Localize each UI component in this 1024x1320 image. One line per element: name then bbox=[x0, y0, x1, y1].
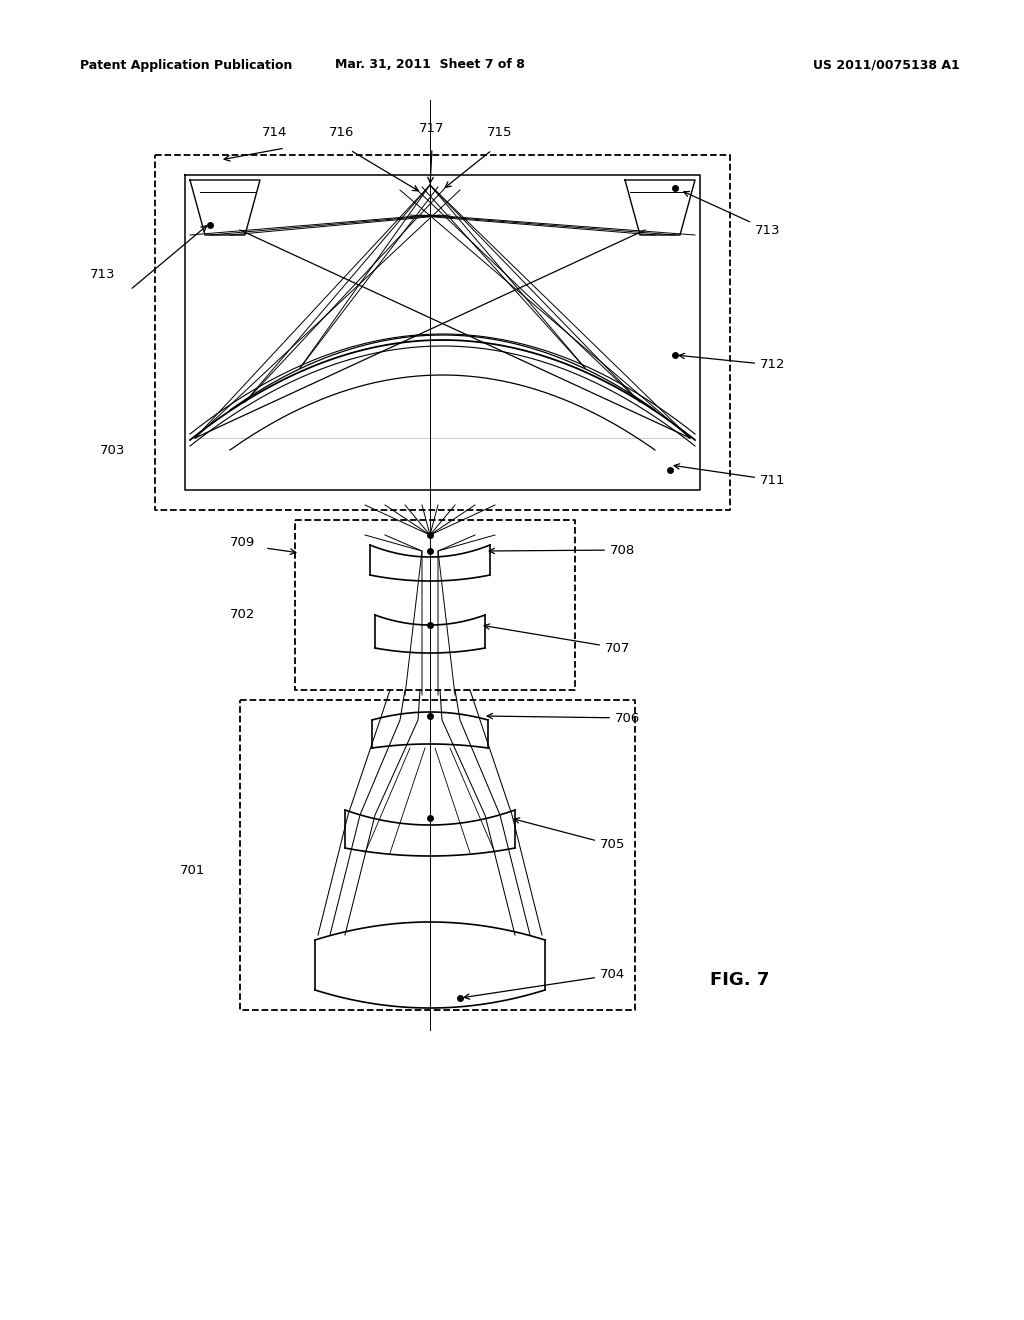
Text: 705: 705 bbox=[514, 818, 626, 851]
Text: 711: 711 bbox=[674, 463, 785, 487]
Text: 717: 717 bbox=[419, 121, 444, 135]
Text: 713: 713 bbox=[684, 191, 780, 236]
Text: 707: 707 bbox=[484, 624, 631, 655]
Text: 701: 701 bbox=[179, 863, 205, 876]
Text: FIG. 7: FIG. 7 bbox=[710, 972, 769, 989]
Text: 703: 703 bbox=[99, 444, 125, 457]
Text: 713: 713 bbox=[89, 268, 115, 281]
Text: 712: 712 bbox=[679, 354, 785, 371]
Text: Patent Application Publication: Patent Application Publication bbox=[80, 58, 293, 71]
Text: 715: 715 bbox=[487, 125, 513, 139]
Text: Mar. 31, 2011  Sheet 7 of 8: Mar. 31, 2011 Sheet 7 of 8 bbox=[335, 58, 525, 71]
Text: US 2011/0075138 A1: US 2011/0075138 A1 bbox=[813, 58, 961, 71]
Text: 708: 708 bbox=[489, 544, 635, 557]
Text: 704: 704 bbox=[464, 969, 626, 999]
Text: 709: 709 bbox=[229, 536, 255, 549]
Text: 716: 716 bbox=[330, 125, 354, 139]
Text: 714: 714 bbox=[262, 125, 288, 139]
Text: 706: 706 bbox=[487, 711, 640, 725]
Text: 702: 702 bbox=[229, 609, 255, 622]
